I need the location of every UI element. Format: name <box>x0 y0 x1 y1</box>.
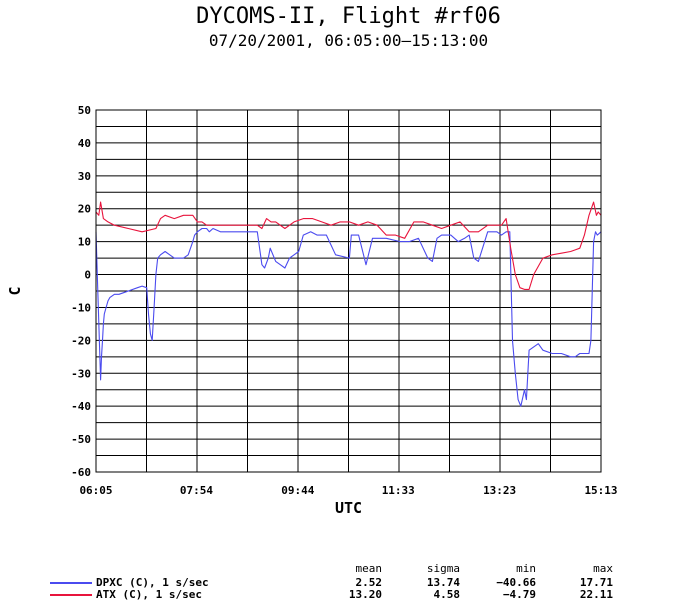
series-layer <box>95 201 602 407</box>
chart-title: DYCOMS-II, Flight #rf06 <box>196 4 501 29</box>
legend-row-dpxc: DPXC (C), 1 s/sec 2.52 13.74 −40.66 17.7… <box>0 576 697 589</box>
y-tick-label: 0 <box>84 269 91 282</box>
dpxc-min: −40.66 <box>496 576 536 589</box>
stat-header-min: min <box>516 562 536 575</box>
y-tick-label: -50 <box>71 433 91 446</box>
y-tick-label: 20 <box>78 203 91 216</box>
y-tick-label: -40 <box>71 400 91 413</box>
atx-mean: 13.20 <box>348 588 382 601</box>
dpxc-mean: 2.52 <box>355 576 383 589</box>
line-chart: 50 40 30 20 10 0 -10 -20 -30 -40 -50 -60 06:05 07:54… <box>6 104 618 517</box>
legend-swatch-dpxc <box>50 582 92 584</box>
y-tick-label: -60 <box>71 466 91 479</box>
y-tick-label: 40 <box>78 137 91 150</box>
stat-header-sigma: sigma <box>426 562 460 575</box>
legend-label-dpxc: DPXC (C), 1 s/sec <box>96 576 209 589</box>
series-line-atx <box>95 201 602 290</box>
legend-swatch-atx <box>50 594 92 596</box>
y-tick-label: -20 <box>71 334 91 347</box>
atx-max: 22.11 <box>579 588 613 601</box>
y-tick-label: 50 <box>78 104 91 117</box>
chart-subtitle: 07/20/2001, 06:05:00–15:13:00 <box>208 31 489 50</box>
series-line-dpxc <box>95 227 602 407</box>
y-tick-label: 10 <box>78 236 91 249</box>
atx-min: −4.79 <box>502 588 536 601</box>
y-tick-label: -10 <box>71 301 91 314</box>
x-tick-label: 15:13 <box>584 484 617 497</box>
x-axis-ticks: 06:05 07:54 09:44 11:33 13:23 15:13 <box>79 484 617 497</box>
x-tick-label: 06:05 <box>79 484 112 497</box>
x-tick-label: 09:44 <box>281 484 314 497</box>
legend: mean sigma min max DPXC (C), 1 s/sec 2.5… <box>0 560 697 605</box>
x-tick-label: 07:54 <box>180 484 213 497</box>
dpxc-max: 17.71 <box>579 576 613 589</box>
x-tick-label: 13:23 <box>483 484 516 497</box>
dpxc-sigma: 13.74 <box>426 576 460 589</box>
plot-frame <box>95 109 602 473</box>
x-tick-label: 11:33 <box>382 484 415 497</box>
legend-label-atx: ATX (C), 1 s/sec <box>96 588 202 601</box>
legend-row-atx: ATX (C), 1 s/sec 13.20 4.58 −4.79 22.11 <box>0 588 697 601</box>
atx-sigma: 4.58 <box>433 588 461 601</box>
y-tick-label: 30 <box>78 170 91 183</box>
y-tick-label: -30 <box>71 367 91 380</box>
y-axis-label: C <box>6 286 24 295</box>
stat-header-mean: mean <box>355 562 383 575</box>
y-axis-ticks: 50 40 30 20 10 0 -10 -20 -30 -40 -50 -60 <box>71 104 91 479</box>
x-axis-label: UTC <box>335 499 362 517</box>
grid-lines <box>96 109 601 473</box>
stat-header-max: max <box>593 562 613 575</box>
